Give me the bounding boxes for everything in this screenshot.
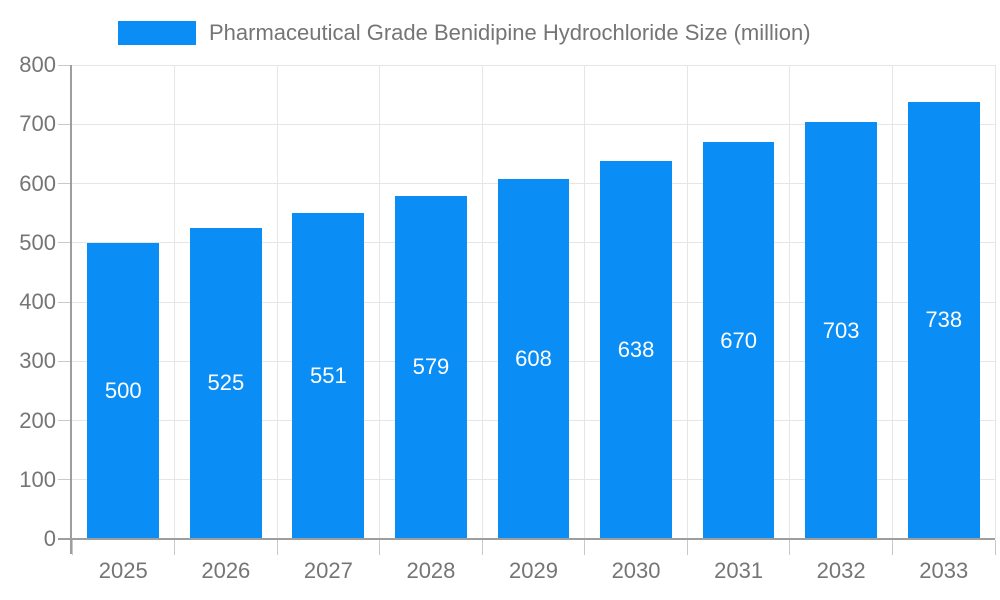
y-axis-label: 0 xyxy=(43,526,56,551)
x-axis-label: 2027 xyxy=(303,558,353,583)
y-axis-label: 500 xyxy=(19,229,56,255)
legend[interactable]: Pharmaceutical Grade Benidipine Hydrochl… xyxy=(118,20,811,45)
bar-value-label: 638 xyxy=(617,336,655,362)
y-axis-tick xyxy=(58,64,70,66)
x-axis-tick xyxy=(379,540,381,555)
bar-value-label: 500 xyxy=(104,377,142,403)
bar[interactable] xyxy=(395,195,467,539)
y-axis-label: 800 xyxy=(19,52,56,77)
gridline-vertical xyxy=(174,65,176,539)
x-axis-tick xyxy=(481,540,483,555)
plot-area: 0 100 200 300 400 500 600 700 800 500 2025 525 2026 5… xyxy=(19,52,996,583)
bar[interactable] xyxy=(189,227,262,539)
bar[interactable] xyxy=(702,142,775,539)
bar[interactable] xyxy=(497,178,570,539)
bar-value-label: 670 xyxy=(720,327,757,353)
gridline-vertical xyxy=(481,65,483,539)
x-axis-label: 2032 xyxy=(816,558,866,583)
bar[interactable] xyxy=(907,101,980,539)
gridline-vertical xyxy=(891,65,893,539)
x-axis-label: 2029 xyxy=(509,558,558,583)
x-axis-label: 2026 xyxy=(201,558,251,583)
y-axis-tick xyxy=(58,183,70,184)
y-axis-label: 100 xyxy=(19,466,56,492)
y-axis-tick xyxy=(58,123,70,125)
y-axis-label: 400 xyxy=(19,289,56,314)
legend-label: Pharmaceutical Grade Benidipine Hydrochl… xyxy=(209,20,811,45)
x-axis-label: 2033 xyxy=(919,558,969,583)
x-axis-label: 2028 xyxy=(406,558,456,583)
y-axis-tick xyxy=(58,360,70,362)
gridline-vertical xyxy=(789,65,791,539)
y-axis-tick xyxy=(58,479,70,481)
x-axis-tick xyxy=(584,540,586,555)
legend-swatch xyxy=(118,21,196,45)
bar[interactable] xyxy=(805,122,878,539)
gridline-vertical xyxy=(686,65,688,539)
gridline-vertical xyxy=(584,65,586,539)
bar-value-label: 551 xyxy=(310,362,347,388)
x-axis-line xyxy=(58,538,995,540)
x-axis-tick xyxy=(174,540,176,555)
bar[interactable] xyxy=(600,160,672,539)
x-axis-tick xyxy=(71,540,73,555)
y-axis-label: 700 xyxy=(19,111,56,137)
x-axis-tick xyxy=(994,540,996,555)
bar-value-label: 703 xyxy=(822,317,860,343)
x-axis-label: 2031 xyxy=(714,558,764,583)
y-axis-label: 300 xyxy=(19,348,56,374)
bar-value-label: 525 xyxy=(207,370,245,396)
x-axis-label: 2025 xyxy=(98,558,148,583)
y-axis-label: 200 xyxy=(19,407,56,433)
y-axis-tick xyxy=(58,420,70,421)
x-axis-tick xyxy=(686,540,688,555)
bar-value-label: 738 xyxy=(925,307,963,333)
bar-value-label: 579 xyxy=(412,354,450,380)
gridline-horizontal xyxy=(72,123,995,125)
bar-value-label: 608 xyxy=(515,345,552,371)
bar[interactable] xyxy=(87,242,160,539)
y-axis-line xyxy=(70,65,72,554)
x-axis-tick xyxy=(789,540,791,555)
gridline-horizontal xyxy=(72,64,995,66)
y-axis-tick xyxy=(58,301,70,303)
x-axis-tick xyxy=(276,540,278,555)
bar[interactable] xyxy=(292,212,365,539)
gridline-vertical xyxy=(994,65,996,539)
gridline-vertical xyxy=(379,65,381,539)
y-axis-label: 600 xyxy=(19,170,56,196)
y-axis-tick xyxy=(58,242,70,244)
gridline-vertical xyxy=(276,65,278,539)
x-axis-tick xyxy=(891,540,893,555)
x-axis-label: 2030 xyxy=(611,558,661,583)
